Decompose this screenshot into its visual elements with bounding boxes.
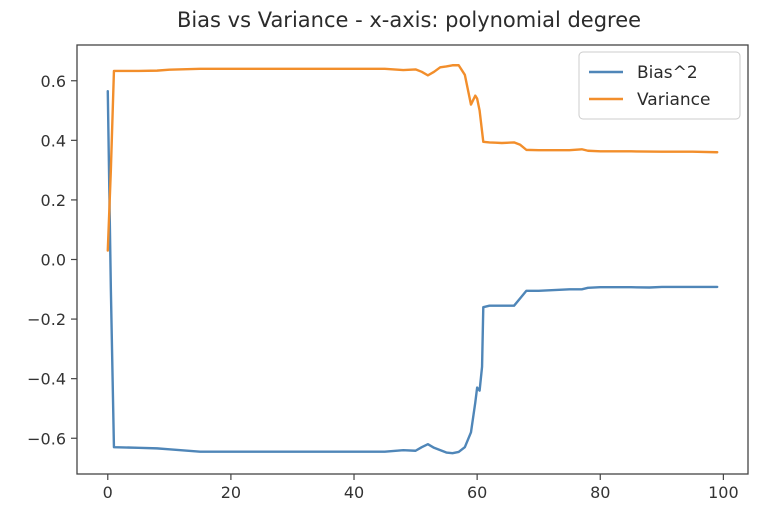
x-tick-label: 20 [221,483,241,502]
y-axis: 0.6 0.4 0.2 0.0 −0.2 −0.4 −0.6 [27,72,77,448]
x-tick-label: 60 [467,483,487,502]
y-tick-label: −0.2 [27,310,66,329]
series-line-bias-2 [106,89,719,455]
x-tick-label: 100 [708,483,739,502]
series-line-variance [106,64,719,252]
chart-title: Bias vs Variance - x-axis: polynomial de… [177,8,641,32]
x-tick-label: 80 [590,483,610,502]
x-tick-label: 40 [344,483,364,502]
series-layer [106,64,719,455]
y-tick-label: 0.6 [41,72,66,91]
legend-label: Variance [637,90,710,110]
legend-box [578,51,741,120]
y-tick-label: 0.2 [41,191,66,210]
x-axis: 0 20 40 60 80 100 [103,474,739,502]
y-tick-label: −0.4 [27,370,66,389]
y-tick-label: −0.6 [27,429,66,448]
y-tick-label: 0.4 [41,131,66,150]
x-tick-label: 0 [103,483,113,502]
y-tick-label: 0.0 [41,251,66,270]
legend-label: Bias^2 [637,63,698,83]
legend: Bias^2 Variance [578,51,741,120]
